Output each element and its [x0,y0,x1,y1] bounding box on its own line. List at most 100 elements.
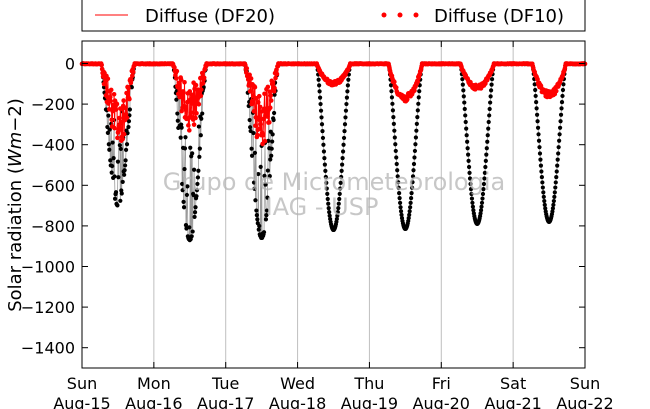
global-point [339,168,344,173]
y-tick-label: −1400 [21,339,75,358]
global-point [267,174,272,179]
global-point [265,195,270,200]
global-point [412,148,418,154]
global-point [195,175,201,180]
global-point [554,169,559,174]
global-point [558,119,563,124]
global-point [175,111,180,116]
global-point [337,196,342,202]
global-point [397,196,402,201]
global-point [110,140,115,145]
global-point [336,201,341,206]
legend-dot-marker-2 [397,12,403,18]
global-point [123,147,129,152]
x-tick-day-label: Sun [570,374,600,393]
global-point [182,166,187,172]
diffuse-df10-point [130,69,136,75]
global-point [535,119,540,124]
global-line [512,62,586,223]
global-point [409,191,414,196]
global-point [263,182,268,187]
global-point [406,216,411,221]
global-point [469,196,475,201]
global-point [542,198,547,204]
diffuse-df10-point [251,108,257,114]
global-point [335,210,340,215]
diffuse-df10-point [186,123,191,128]
global-point [464,133,469,138]
global-point [266,138,271,143]
global-point [255,217,260,222]
diffuse-df10-point [176,81,182,87]
diffuse-df10-point [262,138,268,144]
diffuse-df10-point [114,101,120,107]
global-point [553,180,558,185]
global-point [398,205,403,210]
global-point [394,155,399,160]
diffuse-df10-point [267,105,273,111]
diffuse-df10-point [201,75,207,81]
global-point [343,115,348,120]
global-point [252,150,258,155]
global-point [558,112,564,117]
diffuse-df10-point [188,110,194,115]
global-point [251,130,256,136]
global-point [534,112,540,117]
global-point [272,92,277,97]
global-point [323,174,328,180]
diffuse-df10-point [535,76,540,82]
global-point [482,170,487,175]
global-point [408,200,413,205]
global-point [183,135,188,140]
diffuse-df10-point [392,79,397,85]
global-point [101,85,107,90]
global-point [256,227,261,232]
global-point [532,82,537,87]
diffuse-df10-point [193,82,199,88]
global-point [263,217,269,222]
diffuse-df10-point [129,77,134,83]
global-point [469,191,474,197]
global-point [416,101,421,106]
global-point [392,135,397,140]
global-point [551,202,556,207]
diffuse-df10-point [272,85,277,91]
global-point [107,127,112,132]
diffuse-df10-point [130,73,135,79]
global-point [488,100,493,105]
global-point [322,162,327,167]
diffuse-df10-point [123,111,129,117]
x-tick-date-label: Aug-17 [197,394,254,409]
global-point [262,173,267,178]
global-point [317,95,323,100]
y-tick-label: −600 [31,176,75,195]
global-point [194,188,200,193]
global-point [175,118,180,123]
diffuse-df10-point [257,104,263,110]
global-point [392,128,397,133]
y-tick-label: −1200 [21,298,75,317]
global-point [395,168,400,173]
global-point [390,101,395,106]
global-point [480,191,486,197]
global-point [111,156,116,161]
diffuse-radiation-series [79,61,588,147]
global-point [323,168,328,173]
diffuse-df10-point [247,72,252,78]
global-point [542,202,547,207]
global-point [393,142,398,147]
plot-frame [81,40,586,369]
global-point [337,191,342,197]
global-point [321,142,326,147]
global-point [317,83,322,88]
diffuse-df10-point [248,76,254,81]
diffuse-df10-point [183,104,188,109]
global-point [550,206,556,211]
global-point [200,111,205,116]
x-tick-date-label: Aug-18 [269,394,326,409]
global-point [252,186,257,191]
global-point [271,110,277,116]
global-point [178,135,183,140]
legend-label-df20: Diffuse (DF20) [145,6,275,27]
global-point [389,95,395,100]
